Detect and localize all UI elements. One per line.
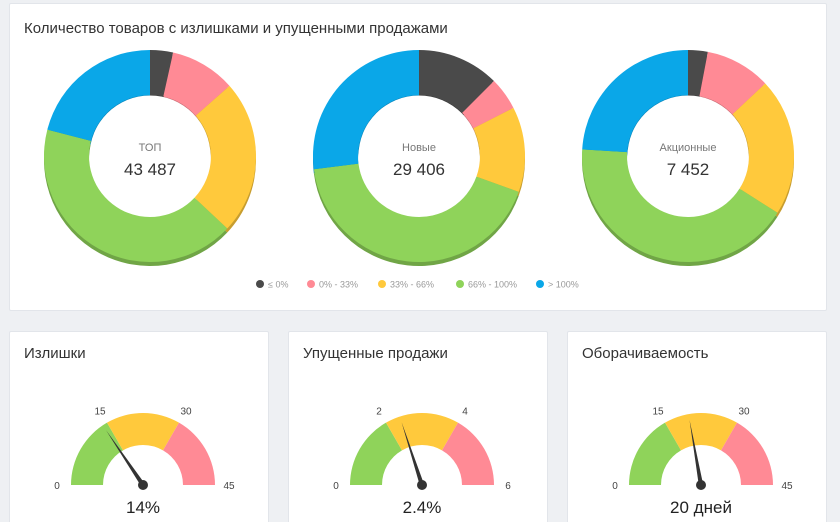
legend-label: 66% - 100% (468, 280, 517, 290)
gauge-tick-label: 0 (612, 481, 618, 492)
donut-slice-2[interactable] (462, 81, 514, 129)
donut-slice-5[interactable] (582, 50, 688, 153)
gauge-tick-label: 2 (376, 407, 382, 418)
legend-label: > 100% (548, 280, 579, 290)
legend-label: 0% - 33% (319, 280, 358, 290)
gauge-card-lost-sales: Упущенные продажи 0 2 4 6 2.4% (288, 331, 548, 522)
donut-slice-2[interactable] (163, 52, 230, 116)
gauge-needle (689, 420, 704, 486)
gauge-tick-label: 0 (54, 481, 60, 492)
donut-center-label: Новые (402, 142, 436, 154)
gauge-tick-label: 45 (223, 481, 235, 492)
gauge-value: 2.4% (403, 498, 442, 517)
gauge-tick-label: 6 (505, 481, 511, 492)
donut-slice-5[interactable] (47, 50, 150, 141)
donut-slice-3[interactable] (732, 83, 795, 213)
gauge-tick-label: 4 (462, 407, 468, 418)
gauge-band-1 (629, 422, 681, 485)
donut-chart-3: Акционные 7 452 (582, 50, 795, 267)
gauge-band-3 (442, 422, 494, 485)
legend-item-1[interactable]: ≤ 0% (256, 280, 288, 290)
gauge-tick-label: 30 (180, 407, 192, 418)
gauge-band-2 (386, 413, 458, 451)
donut-charts: ТОП 43 487 Новые 29 406 Акционные 7 452 ≤ 0% 0%… (43, 50, 795, 290)
legend-item-3[interactable]: 33% - 66% (378, 280, 434, 290)
gauge-needle-pivot (696, 480, 706, 490)
donut-panel: Количество товаров с излишками и упущенн… (9, 3, 827, 311)
donut-slice-4[interactable] (313, 163, 519, 262)
gauge-tick-label: 15 (652, 407, 664, 418)
donut-slice-4[interactable] (582, 149, 778, 263)
gauge-value: 20 дней (670, 498, 732, 517)
donut-slice-1[interactable] (688, 50, 708, 97)
panel-title: Количество товаров с излишками и упущенн… (24, 20, 448, 37)
gauge: 0 15 30 45 20 дней (612, 407, 793, 517)
donut-chart-1: ТОП 43 487 (43, 50, 257, 266)
gauge: 0 15 30 45 14% (54, 407, 235, 517)
legend-marker (536, 280, 544, 288)
legend-label: ≤ 0% (268, 280, 288, 290)
gauge-lost-sales: 0 2 4 6 2.4% (333, 407, 511, 517)
gauge-tick-label: 15 (94, 407, 106, 418)
legend-marker (456, 280, 464, 288)
donut-hole (627, 95, 749, 217)
gauge-band-2 (665, 413, 737, 451)
donut-slice-3[interactable] (473, 107, 525, 192)
gauge-card-turnover: Оборачиваемость 0 15 30 45 20 дней (567, 331, 827, 522)
legend-marker (307, 280, 315, 288)
gauge-tick-label: 45 (781, 481, 793, 492)
legend-item-2[interactable]: 0% - 33% (307, 280, 358, 290)
gauge-overstock: 0 15 30 45 14% (54, 407, 235, 517)
gauge: 0 2 4 6 2.4% (333, 407, 511, 517)
gauge-title: Излишки (24, 345, 86, 362)
donut-chart-2: Новые 29 406 (313, 50, 525, 266)
gauge-turnover: 0 15 30 45 20 дней (612, 407, 793, 517)
gauge-title: Оборачиваемость (582, 345, 709, 362)
gauge-needle (401, 422, 425, 486)
gauge-tick-label: 0 (333, 481, 339, 492)
gauge-band-1 (71, 422, 123, 485)
donut-slice-3[interactable] (194, 85, 257, 229)
donut-center-total: 7 452 (667, 160, 710, 179)
gauge-band-3 (163, 422, 215, 485)
donut-slice-5[interactable] (313, 50, 419, 170)
legend-item-5[interactable]: > 100% (536, 280, 579, 290)
gauge-needle-pivot (138, 480, 148, 490)
donut-slice-1[interactable] (419, 50, 494, 113)
donut-slice-1[interactable] (150, 50, 174, 97)
chart-legend: ≤ 0% 0% - 33% 33% - 66% 66% - 100% > 100% (256, 280, 579, 290)
gauge-tick-label: 30 (738, 407, 750, 418)
donut-center-label: ТОП (139, 142, 162, 154)
legend-label: 33% - 66% (390, 280, 434, 290)
gauge-value: 14% (126, 498, 160, 517)
donut-center-total: 43 487 (124, 160, 176, 179)
donut-center-total: 29 406 (393, 160, 445, 179)
donut-center-label: Акционные (660, 142, 717, 154)
gauge-needle (106, 430, 145, 487)
gauge-band-2 (107, 413, 179, 451)
donut-slice-4[interactable] (43, 129, 228, 262)
legend-marker (256, 280, 264, 288)
donut-hole (89, 95, 211, 217)
gauge-needle-pivot (417, 480, 427, 490)
gauge-card-overstock: Излишки 0 15 30 45 14% (9, 331, 269, 522)
donut-hole (358, 95, 480, 217)
gauge-title: Упущенные продажи (303, 345, 448, 362)
donut-slice-2[interactable] (699, 51, 766, 115)
legend-item-4[interactable]: 66% - 100% (456, 280, 517, 290)
gauge-band-3 (721, 422, 773, 485)
legend-marker (378, 280, 386, 288)
gauge-band-1 (350, 422, 402, 485)
